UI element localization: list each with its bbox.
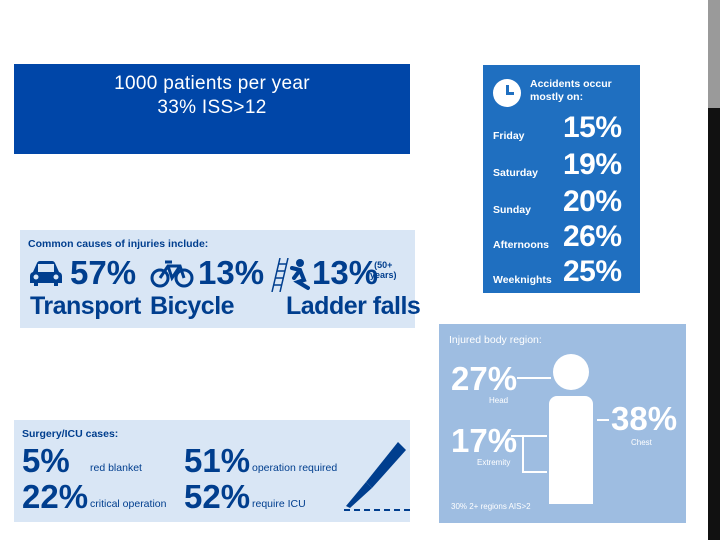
day-label: Friday xyxy=(493,130,525,142)
human-figure-icon xyxy=(511,354,609,504)
cause-bicycle-label: Bicycle xyxy=(150,292,235,320)
day-label: Weeknights xyxy=(493,274,552,286)
day-percent: 26% xyxy=(563,220,622,253)
scalpel-icon xyxy=(344,442,410,511)
day-row-friday: Friday 15% xyxy=(493,111,633,147)
causes-panel: Common causes of injuries include: 57% T… xyxy=(20,230,421,328)
extremity-percent: 17% xyxy=(451,422,518,459)
surgery-percent: 52% xyxy=(184,478,251,515)
extremity-label: Extremity xyxy=(477,458,511,467)
surgery-label: critical operation xyxy=(90,498,167,510)
title-line-1: 1000 patients per year xyxy=(114,73,310,94)
surgery-panel: Surgery/ICU cases: 5% red blanket 51% op… xyxy=(14,420,410,522)
surgery-label: require ICU xyxy=(252,498,306,510)
day-row-afternoons: Afternoons 26% xyxy=(493,220,633,256)
cause-ladder-label: Ladder falls xyxy=(286,292,421,320)
head-label: Head xyxy=(489,396,509,405)
day-label: Sunday xyxy=(493,204,531,216)
day-percent: 19% xyxy=(563,148,622,181)
ladder-fall-icon xyxy=(271,258,310,292)
cause-ladder-percent: 13% xyxy=(312,254,379,291)
surgery-percent: 22% xyxy=(22,478,89,515)
cause-ladder-note: (50+ years) xyxy=(370,260,397,280)
chest-label: Chest xyxy=(631,438,652,447)
days-heading-line-2: mostly on: xyxy=(530,91,584,103)
car-icon xyxy=(30,261,62,286)
clock-icon xyxy=(493,79,521,107)
surgery-heading: Surgery/ICU cases: xyxy=(22,428,119,440)
cause-bicycle-percent: 13% xyxy=(198,254,265,291)
cause-transport-label: Transport xyxy=(30,292,141,320)
day-label: Afternoons xyxy=(493,239,549,251)
scrollbar-thumb[interactable] xyxy=(708,0,720,108)
causes-heading: Common causes of injuries include: xyxy=(28,238,209,250)
surgery-label: red blanket xyxy=(90,462,142,474)
cause-ladder-note-line-2: years) xyxy=(370,270,397,280)
day-label: Saturday xyxy=(493,167,538,179)
title-box: 1000 patients per year 33% ISS>12 xyxy=(14,64,410,154)
body-region-panel: Injured body region: 27% Head 17% Extrem… xyxy=(439,324,686,523)
scrollbar-track[interactable] xyxy=(708,108,720,540)
surgery-percent: 51% xyxy=(184,442,251,479)
day-percent: 25% xyxy=(563,255,622,288)
body-region-heading: Injured body region: xyxy=(449,334,542,346)
day-row-sunday: Sunday 20% xyxy=(493,185,633,221)
cause-transport-percent: 57% xyxy=(70,254,137,291)
title-line-2: 33% ISS>12 xyxy=(157,97,267,118)
days-heading: Accidents occur mostly on: xyxy=(530,78,612,104)
surgery-label: operation required xyxy=(252,462,338,474)
head-percent: 27% xyxy=(451,360,518,397)
cause-ladder-note-line-1: (50+ xyxy=(374,260,393,270)
day-percent: 20% xyxy=(563,185,622,218)
days-heading-line-1: Accidents occur xyxy=(530,78,612,90)
chest-percent: 38% xyxy=(611,400,678,437)
day-row-saturday: Saturday 19% xyxy=(493,148,633,184)
day-percent: 15% xyxy=(563,111,622,144)
body-region-footnote: 30% 2+ regions AIS>2 xyxy=(451,502,531,511)
surgery-percent: 5% xyxy=(22,442,70,479)
bicycle-icon xyxy=(150,260,194,288)
days-panel: Accidents occur mostly on: Friday 15% Sa… xyxy=(483,65,640,293)
day-row-weeknights: Weeknights 25% xyxy=(493,255,633,291)
